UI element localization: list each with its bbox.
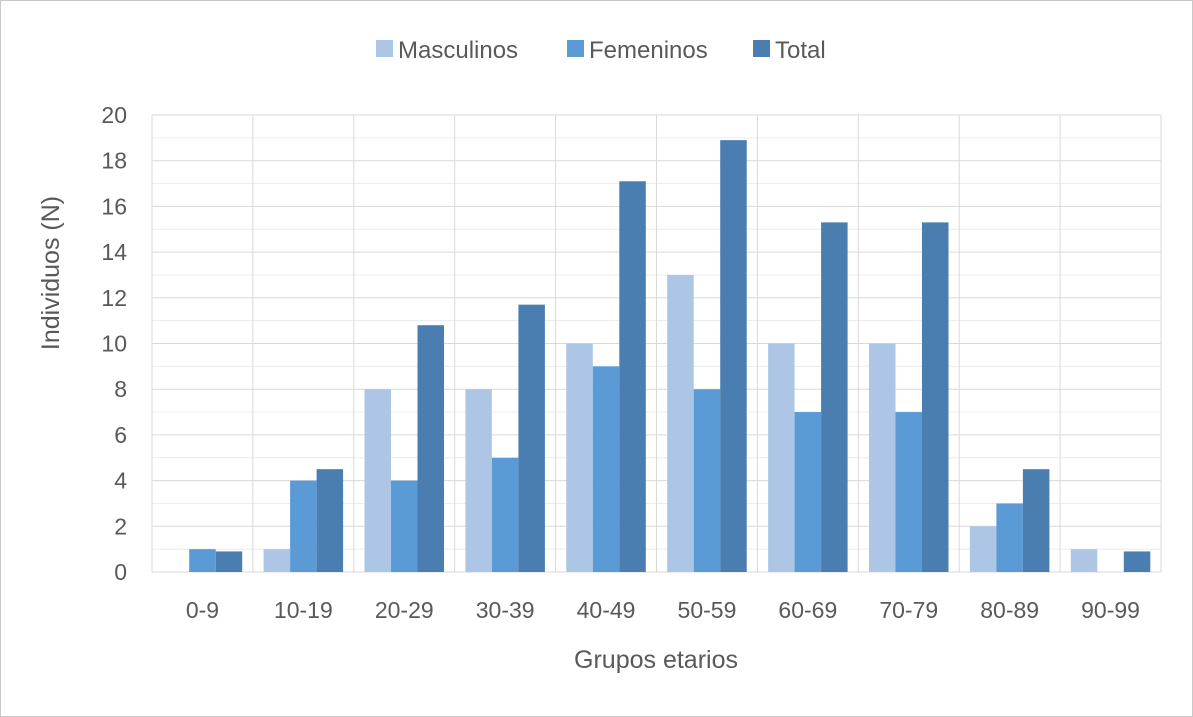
bar-total-30-39	[518, 304, 545, 572]
bar-masculinos-50-59	[667, 274, 694, 572]
y-tick-label: 10	[101, 331, 127, 357]
bar-total-80-89	[1022, 469, 1050, 572]
y-axis-label: Individuos (N)	[37, 196, 65, 350]
legend: Masculinos Femeninos Total	[376, 37, 826, 64]
x-tick-label: 0-9	[186, 597, 219, 623]
bar-total-70-79	[922, 222, 949, 572]
bar-femeninos-70-79	[895, 412, 922, 572]
bar-total-40-49	[619, 181, 646, 572]
legend-swatch-femeninos	[567, 40, 584, 57]
bar-masculinos-70-79	[869, 343, 896, 572]
bar-masculinos-80-89	[969, 526, 997, 572]
legend-label-femeninos: Femeninos	[589, 37, 708, 64]
bar-femeninos-40-49	[592, 366, 620, 572]
bar-femeninos-50-59	[693, 389, 721, 572]
bar-masculinos-90-99	[1070, 549, 1098, 572]
x-tick-label: 60-69	[778, 597, 837, 623]
bars	[189, 140, 1151, 572]
legend-swatch-masculinos	[376, 40, 393, 57]
x-tick-label: 80-89	[980, 597, 1039, 623]
y-axis-ticks: 0 2 4 6 8 10 12 14 16 18 20	[101, 102, 127, 585]
y-tick-label: 4	[114, 468, 127, 494]
bar-masculinos-40-49	[566, 343, 593, 572]
bar-total-60-69	[821, 222, 848, 572]
x-tick-label: 20-29	[375, 597, 434, 623]
x-tick-label: 90-99	[1081, 597, 1140, 623]
x-tick-label: 30-39	[476, 597, 535, 623]
bar-femeninos-10-19	[290, 480, 317, 572]
y-tick-label: 20	[101, 102, 127, 128]
x-tick-label: 40-49	[577, 597, 636, 623]
bar-masculinos-60-69	[768, 343, 795, 572]
legend-swatch-total	[753, 40, 770, 57]
bar-masculinos-30-39	[465, 389, 492, 572]
bar-total-10-19	[316, 469, 344, 572]
y-tick-label: 2	[114, 513, 127, 539]
bar-total-0-9	[215, 551, 243, 572]
bar-masculinos-10-19	[263, 549, 291, 572]
x-tick-label: 50-59	[678, 597, 737, 623]
legend-label-masculinos: Masculinos	[398, 37, 518, 64]
x-tick-label: 70-79	[879, 597, 938, 623]
legend-label-total: Total	[775, 37, 826, 64]
grid	[151, 114, 1162, 573]
y-tick-label: 0	[114, 559, 127, 585]
bar-femeninos-60-69	[794, 412, 822, 572]
bar-femeninos-30-39	[491, 457, 519, 572]
bar-femeninos-0-9	[189, 549, 216, 572]
y-tick-label: 16	[101, 193, 127, 219]
bar-femeninos-80-89	[996, 503, 1023, 572]
x-axis-label: Grupos etarios	[574, 646, 738, 674]
y-tick-label: 6	[114, 422, 127, 448]
x-axis-ticks: 0-9 10-19 20-29 30-39 40-49 50-59 60-69 70-79 80…	[186, 597, 1140, 623]
y-tick-label: 14	[101, 239, 127, 265]
x-tick-label: 10-19	[274, 597, 333, 623]
y-tick-label: 8	[114, 376, 127, 402]
y-tick-label: 18	[101, 148, 127, 174]
bar-total-50-59	[720, 140, 747, 572]
bar-total-20-29	[417, 325, 444, 572]
bar-masculinos-20-29	[364, 389, 391, 572]
bar-femeninos-20-29	[391, 480, 418, 572]
y-tick-label: 12	[101, 285, 127, 311]
bar-total-90-99	[1123, 551, 1151, 572]
